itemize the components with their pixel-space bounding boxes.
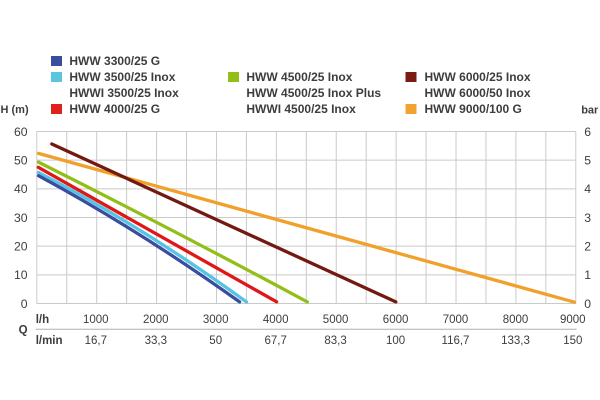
svg-text:50: 50 <box>209 335 222 347</box>
svg-text:bar: bar <box>581 105 599 117</box>
svg-text:116,7: 116,7 <box>442 335 470 347</box>
svg-text:HWWI 3500/25 Inox: HWWI 3500/25 Inox <box>69 86 179 100</box>
svg-text:1000: 1000 <box>83 314 109 326</box>
svg-text:Q: Q <box>19 324 28 336</box>
svg-text:5: 5 <box>584 154 591 168</box>
svg-text:0: 0 <box>21 297 28 311</box>
svg-text:4000: 4000 <box>263 314 289 326</box>
svg-text:l/h: l/h <box>36 314 49 326</box>
svg-text:7000: 7000 <box>443 314 469 326</box>
svg-text:40: 40 <box>14 182 28 196</box>
svg-text:20: 20 <box>14 240 28 254</box>
svg-text:33,3: 33,3 <box>145 335 167 347</box>
svg-text:HWWI 4500/25 Inox: HWWI 4500/25 Inox <box>246 102 356 116</box>
svg-text:67,7: 67,7 <box>265 335 287 347</box>
svg-text:1: 1 <box>584 268 591 282</box>
svg-text:3000: 3000 <box>203 314 229 326</box>
svg-text:16,7: 16,7 <box>85 335 107 347</box>
svg-text:4: 4 <box>584 182 591 196</box>
svg-text:H (m): H (m) <box>1 104 29 116</box>
svg-text:6000: 6000 <box>383 314 409 326</box>
svg-text:HWW 9000/100 G: HWW 9000/100 G <box>425 102 522 116</box>
svg-text:HWW 4500/25 Inox Plus: HWW 4500/25 Inox Plus <box>246 86 381 100</box>
svg-text:HWW 3300/25 G: HWW 3300/25 G <box>69 54 160 68</box>
svg-text:50: 50 <box>14 154 28 168</box>
svg-text:0: 0 <box>584 297 591 311</box>
svg-text:3: 3 <box>584 211 591 225</box>
svg-text:83,3: 83,3 <box>324 335 346 347</box>
svg-text:6: 6 <box>584 125 591 139</box>
svg-text:60: 60 <box>14 125 28 139</box>
svg-text:9000: 9000 <box>560 314 586 326</box>
svg-text:5000: 5000 <box>323 314 349 326</box>
svg-text:HWW 6000/50 Inox: HWW 6000/50 Inox <box>425 86 531 100</box>
svg-text:100: 100 <box>386 335 405 347</box>
svg-text:30: 30 <box>14 211 28 225</box>
svg-text:HWW 3500/25 Inox: HWW 3500/25 Inox <box>69 70 175 84</box>
svg-text:2000: 2000 <box>143 314 169 326</box>
svg-text:8000: 8000 <box>503 314 529 326</box>
svg-text:10: 10 <box>14 268 28 282</box>
svg-text:HWW 6000/25 Inox: HWW 6000/25 Inox <box>425 70 531 84</box>
svg-text:l/min: l/min <box>36 335 63 347</box>
svg-text:2: 2 <box>584 240 591 254</box>
svg-text:150: 150 <box>563 335 582 347</box>
svg-text:HWW 4500/25 Inox: HWW 4500/25 Inox <box>246 70 352 84</box>
svg-text:HWW 4000/25 G: HWW 4000/25 G <box>69 102 160 116</box>
svg-text:133,3: 133,3 <box>501 335 530 347</box>
